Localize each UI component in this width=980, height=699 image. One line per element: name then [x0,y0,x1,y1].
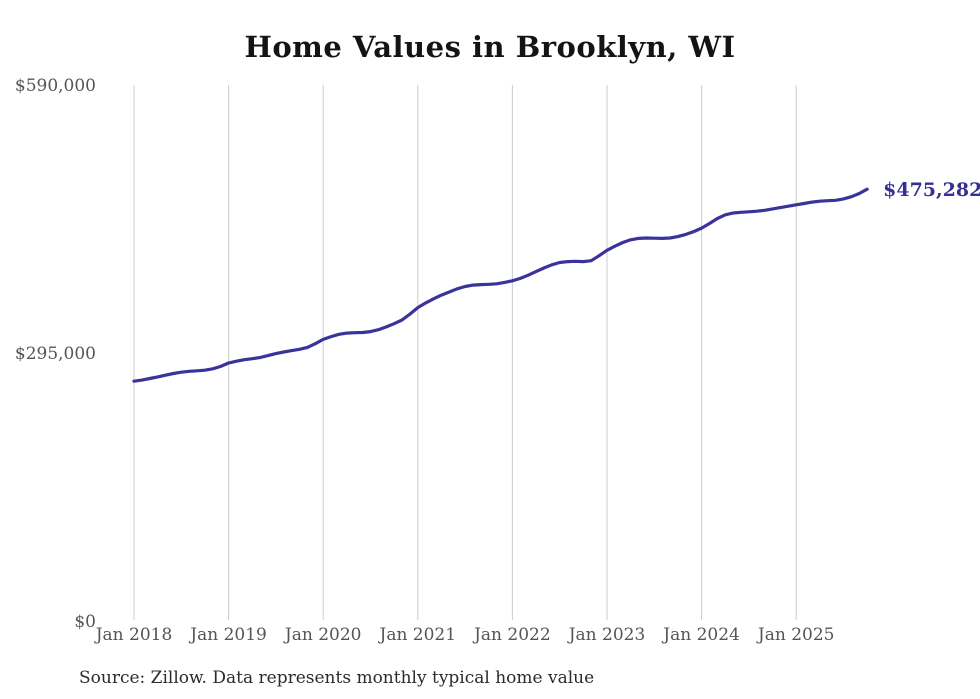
chart-title: Home Values in Brooklyn, WI [244,30,736,64]
x-tick-label: Jan 2023 [567,625,646,645]
home-value-line [132,187,869,383]
y-tick-label: $590,000 [15,76,96,96]
x-tick-label: Jan 2020 [283,625,362,645]
y-tick-label: $0 [74,612,96,632]
x-tick-label: Jan 2021 [378,625,457,645]
x-tick-label: Jan 2018 [94,625,173,645]
source-note: Source: Zillow. Data represents monthly … [79,668,595,688]
y-tick-label: $295,000 [15,344,96,364]
x-tick-label: Jan 2024 [661,625,740,645]
latest-value-label: $475,282 [883,179,980,201]
x-tick-label: Jan 2022 [472,625,551,645]
x-tick-label: Jan 2019 [188,625,267,645]
x-tick-label: Jan 2025 [756,625,835,645]
